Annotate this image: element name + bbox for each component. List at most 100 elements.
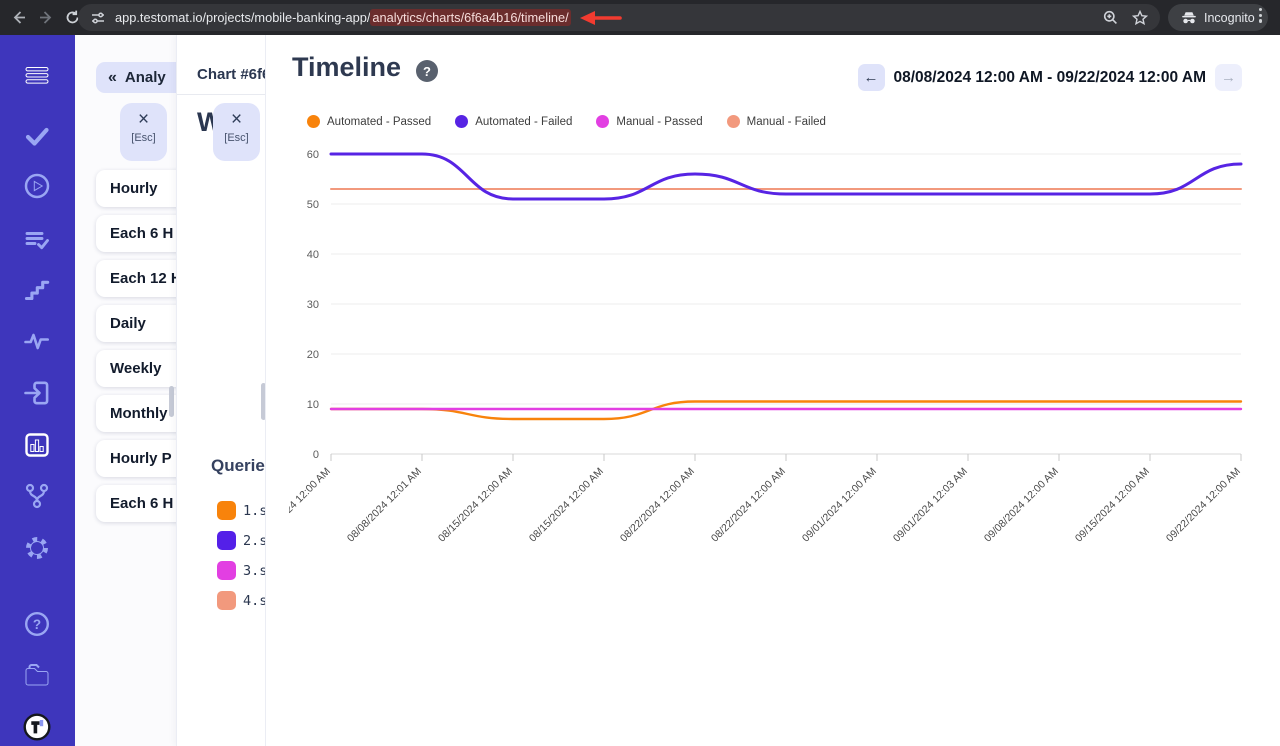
x-axis-tick-label: 08/22/2024 12:00 AM (709, 465, 788, 544)
sidebar-item-check[interactable] (22, 121, 52, 151)
query-item[interactable]: 2.s (217, 531, 265, 550)
back-icon[interactable] (8, 7, 29, 28)
interval-option[interactable]: Weekly (96, 350, 176, 387)
interval-label: Hourly (110, 180, 158, 197)
y-axis-tick-label: 50 (307, 199, 319, 211)
interval-label: Hourly P (110, 450, 172, 467)
x-axis-tick-label: 09/01/2024 12:00 AM (800, 465, 879, 544)
incognito-label: Incognito (1204, 10, 1255, 25)
interval-option[interactable]: Daily (96, 305, 176, 342)
sidebar-item-sign-in[interactable] (22, 378, 52, 408)
page-title: Timeline (292, 52, 402, 82)
annotation-arrow-icon (579, 10, 622, 25)
legend-dot (596, 115, 610, 128)
branch-icon (25, 483, 49, 509)
analytics-back-button[interactable]: « Analy (96, 62, 176, 93)
next-range-button[interactable]: → (1215, 64, 1242, 91)
y-axis-tick-label: 10 (307, 399, 319, 411)
legend-dot (307, 115, 320, 128)
help-icon[interactable]: ? (416, 60, 438, 82)
interval-option[interactable]: Hourly (96, 170, 176, 207)
url-bar[interactable]: app.testomat.io/projects/mobile-banking-… (78, 4, 1160, 31)
sidebar-item-pulse[interactable] (22, 326, 52, 356)
legend-item[interactable]: Manual - Failed (726, 115, 826, 128)
divider (177, 94, 265, 95)
query-label: 3.s (243, 562, 265, 579)
close-icon: × (137, 109, 150, 130)
x-axis-tick-label: 09/22/2024 12:00 AM (1164, 465, 1243, 544)
gear-icon (22, 533, 52, 563)
legend-item[interactable]: Manual - Passed (596, 115, 703, 128)
interval-label: Daily (110, 315, 146, 332)
app-sidebar: ? (0, 35, 75, 746)
play-circle-icon (24, 173, 50, 199)
x-axis-tick-label: 09/15/2024 12:00 AM (1073, 465, 1152, 544)
sign-in-icon (24, 381, 49, 405)
sidebar-item-play-circle[interactable] (22, 171, 52, 201)
analytics-back-label: Analy (124, 69, 166, 86)
interval-option[interactable]: Monthly (96, 395, 176, 432)
browser-menu-icon[interactable] (1259, 8, 1263, 23)
sidebar-item-help[interactable] (22, 609, 52, 639)
legend-item[interactable]: Automated - Passed (307, 115, 431, 128)
panel1-scrollbar[interactable] (169, 386, 174, 417)
series-line-automated-passed (329, 400, 1243, 421)
y-axis-tick-label: 40 (307, 249, 319, 261)
queries-title: Queries (211, 456, 265, 475)
interval-option[interactable]: Each 6 H (96, 485, 176, 522)
interval-option[interactable]: Hourly P (96, 440, 176, 477)
query-item[interactable]: 1.s (217, 501, 265, 520)
test-runs-icon (25, 232, 49, 250)
legend-dot (455, 115, 469, 128)
forward-icon[interactable] (36, 7, 57, 28)
legend-label: Manual - Failed (746, 115, 826, 128)
prev-range-button[interactable]: ← (857, 64, 885, 91)
query-item[interactable]: 3.s (217, 561, 265, 580)
query-label: 2.s (243, 532, 265, 549)
incognito-badge: Incognito (1168, 4, 1268, 31)
sidebar-item-test-runs[interactable] (22, 224, 52, 254)
chart-tab-label[interactable]: Chart #6f6 (197, 66, 265, 83)
interval-option[interactable]: Each 12 H (96, 260, 176, 297)
url-highlighted-segment: analytics/charts/6f6a4b16/timeline/ (370, 9, 571, 26)
close-icon: × (230, 109, 243, 130)
chart-legend: Automated - Passed Automated - Failed Ma… (307, 115, 826, 128)
close-panel-button[interactable]: × [Esc] (213, 103, 260, 161)
legend-item[interactable]: Automated - Failed (455, 115, 572, 128)
query-color-swatch (217, 561, 236, 580)
panel2-scrollbar[interactable] (261, 383, 265, 420)
x-axis-tick-label: 08/22/2024 12:00 AM (618, 465, 697, 544)
sidebar-item-menu[interactable] (22, 60, 52, 90)
interval-label: Each 6 H (110, 225, 174, 242)
x-axis-tick-label: 08/08/2024 12:00 AM (289, 465, 333, 544)
sidebar-item-gear[interactable] (22, 533, 52, 563)
sidebar-item-folder[interactable] (22, 661, 52, 691)
legend-label: Automated - Failed (475, 115, 573, 128)
series-line-automated-failed (329, 152, 1243, 201)
sidebar-item-logo[interactable] (22, 712, 52, 742)
interval-label: Each 6 H (110, 495, 174, 512)
legend-label: Manual - Passed (616, 115, 703, 128)
zoom-icon[interactable] (1103, 10, 1118, 25)
interval-option[interactable]: Each 6 H (96, 215, 176, 252)
reload-icon[interactable] (62, 7, 83, 28)
logo-icon (23, 713, 51, 741)
query-item[interactable]: 4.s (217, 591, 265, 610)
date-range-label: 08/08/2024 12:00 AM - 09/22/2024 12:00 A… (893, 68, 1207, 86)
interval-label: Monthly (110, 405, 168, 422)
timeline-panel: Timeline ? ← 08/08/2024 12:00 AM - 09/22… (265, 35, 1280, 746)
sidebar-item-bar-chart[interactable] (22, 430, 52, 460)
legend-label: Automated - Passed (327, 115, 432, 128)
help-icon (25, 612, 49, 636)
esc-hint: [Esc] (224, 132, 249, 144)
sidebar-item-branch[interactable] (22, 481, 52, 511)
close-panel-button[interactable]: × [Esc] (120, 103, 167, 161)
y-axis-tick-label: 20 (307, 349, 319, 361)
bookmark-star-icon[interactable] (1132, 9, 1148, 26)
site-settings-icon[interactable] (90, 10, 106, 26)
x-axis-tick-label: 08/08/2024 12:01 AM (345, 465, 424, 544)
y-axis-tick-label: 0 (313, 449, 319, 461)
check-icon (22, 121, 52, 151)
sidebar-item-steps[interactable] (22, 275, 52, 305)
